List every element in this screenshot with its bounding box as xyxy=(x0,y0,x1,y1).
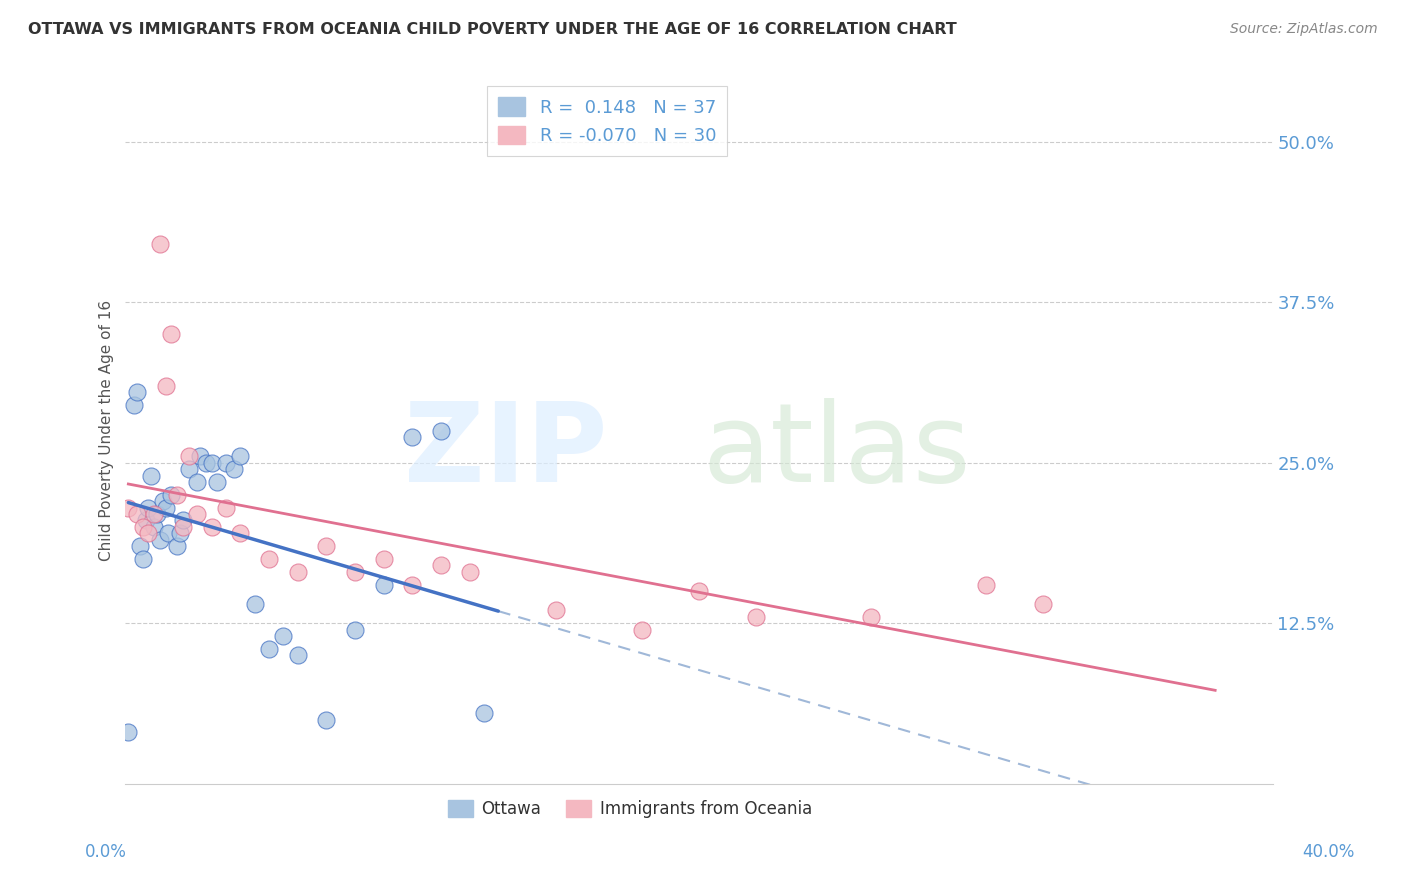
Point xyxy=(131,520,153,534)
Point xyxy=(125,385,148,400)
Point xyxy=(745,609,768,624)
Point xyxy=(138,500,160,515)
Point xyxy=(135,513,157,527)
Point xyxy=(287,565,309,579)
Point xyxy=(215,500,238,515)
Point xyxy=(229,526,252,541)
Point xyxy=(544,603,567,617)
Point xyxy=(860,609,883,624)
Point xyxy=(224,462,246,476)
Point xyxy=(257,641,280,656)
Point xyxy=(401,430,423,444)
Point xyxy=(143,520,166,534)
Point xyxy=(257,552,280,566)
Point xyxy=(1032,597,1054,611)
Point xyxy=(200,456,222,470)
Point xyxy=(194,456,217,470)
Point xyxy=(186,475,208,489)
Point xyxy=(373,552,395,566)
Point xyxy=(172,520,194,534)
Point xyxy=(128,539,150,553)
Point xyxy=(186,507,208,521)
Point xyxy=(401,577,423,591)
Point xyxy=(315,539,337,553)
Text: Source: ZipAtlas.com: Source: ZipAtlas.com xyxy=(1230,22,1378,37)
Point xyxy=(131,552,153,566)
Point xyxy=(143,507,166,521)
Point xyxy=(149,237,172,252)
Point xyxy=(177,462,200,476)
Point xyxy=(166,539,188,553)
Point xyxy=(188,450,211,464)
Point xyxy=(229,450,252,464)
Point xyxy=(343,565,366,579)
Point xyxy=(160,488,183,502)
Point xyxy=(172,513,194,527)
Point xyxy=(207,475,229,489)
Point xyxy=(117,500,139,515)
Point xyxy=(117,725,139,739)
Point xyxy=(157,526,180,541)
Point xyxy=(287,648,309,663)
Point xyxy=(122,398,145,412)
Point xyxy=(430,558,453,573)
Point xyxy=(430,424,453,438)
Point xyxy=(343,623,366,637)
Text: 40.0%: 40.0% xyxy=(1302,843,1355,861)
Point xyxy=(200,520,222,534)
Legend: Ottawa, Immigrants from Oceania: Ottawa, Immigrants from Oceania xyxy=(441,793,818,825)
Point xyxy=(472,706,495,720)
Point xyxy=(630,623,652,637)
Point xyxy=(688,584,710,599)
Point xyxy=(458,565,481,579)
Point xyxy=(215,456,238,470)
Text: OTTAWA VS IMMIGRANTS FROM OCEANIA CHILD POVERTY UNDER THE AGE OF 16 CORRELATION : OTTAWA VS IMMIGRANTS FROM OCEANIA CHILD … xyxy=(28,22,957,37)
Point xyxy=(315,713,337,727)
Point xyxy=(141,468,163,483)
Point xyxy=(177,450,200,464)
Point xyxy=(373,577,395,591)
Text: 0.0%: 0.0% xyxy=(84,843,127,861)
Point xyxy=(169,526,191,541)
Point xyxy=(166,488,188,502)
Point xyxy=(138,526,160,541)
Text: atlas: atlas xyxy=(703,398,972,505)
Point xyxy=(160,327,183,342)
Text: ZIP: ZIP xyxy=(404,398,607,505)
Point xyxy=(125,507,148,521)
Point xyxy=(974,577,997,591)
Point xyxy=(155,500,177,515)
Y-axis label: Child Poverty Under the Age of 16: Child Poverty Under the Age of 16 xyxy=(100,300,114,561)
Point xyxy=(243,597,266,611)
Point xyxy=(149,533,172,547)
Point xyxy=(152,494,174,508)
Point xyxy=(155,378,177,392)
Point xyxy=(146,507,169,521)
Point xyxy=(271,629,294,643)
